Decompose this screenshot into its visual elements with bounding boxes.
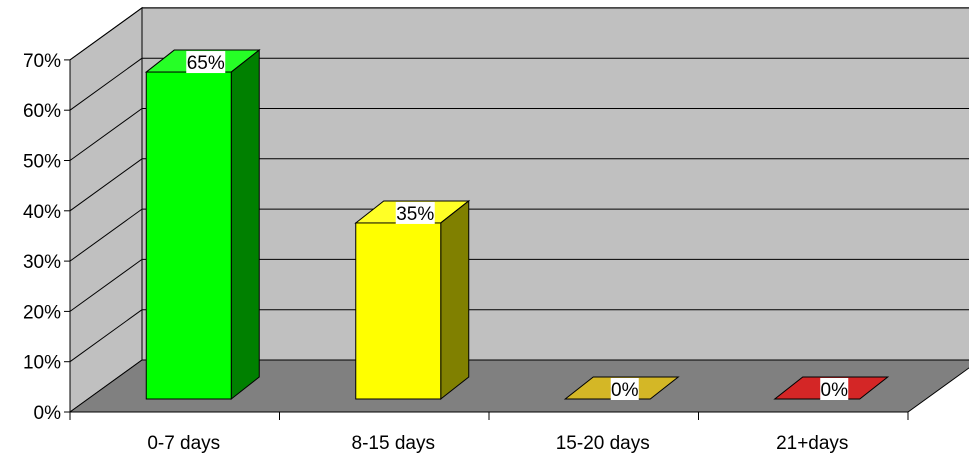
bar-front [355,222,442,400]
gridline-side [69,108,143,161]
bar [144,49,261,401]
y-tick-label: 10% [23,353,61,374]
bars [144,49,890,401]
gridlines [69,7,969,363]
gridline-side [69,208,143,262]
bar-side [440,199,470,401]
back-wall [141,7,969,361]
bar [354,199,471,401]
y-tick-label: 40% [23,202,61,223]
data-label-bg [395,201,435,224]
bar-front [145,71,232,400]
x-tick-label: 21+days [776,433,848,454]
data-label-text: 0% [611,380,639,401]
chart-walls [68,6,969,413]
data-label-text: 35% [396,204,434,225]
data-label-text: 0% [821,380,849,401]
data-label-bg [610,378,639,400]
data-label-text: 65% [187,53,225,74]
gridline-side [69,309,143,363]
x-tick-label: 8-15 days [352,433,435,454]
y-tick-label: 50% [23,152,61,173]
x-tick-label: 0-7 days [147,433,220,454]
data-labels: 65% 35% 0% 0% [186,51,849,401]
y-tick-label: 20% [23,302,61,323]
side-wall [69,6,143,413]
gridline-side [69,258,143,312]
data-label: 65% [186,51,226,74]
data-label-bg [820,378,849,400]
y-tick-label: 0% [34,403,62,424]
x-tick-label: 15-20 days [556,433,650,454]
gridline-side [69,7,143,61]
gridline-side [69,57,143,111]
y-tick-label: 70% [23,51,61,72]
bar-side [230,49,260,401]
y-tick-label: 30% [23,252,61,273]
axes: 0% 10% 20% 30% 40% 50% 60% 70% 0-7 days 8-15 days… [23,51,909,454]
data-label-bg [186,51,226,74]
data-label: 0% [820,378,849,401]
y-tick-label: 60% [23,101,61,122]
gridline-side [69,158,143,212]
data-label: 0% [610,378,639,401]
data-label: 35% [395,201,435,225]
